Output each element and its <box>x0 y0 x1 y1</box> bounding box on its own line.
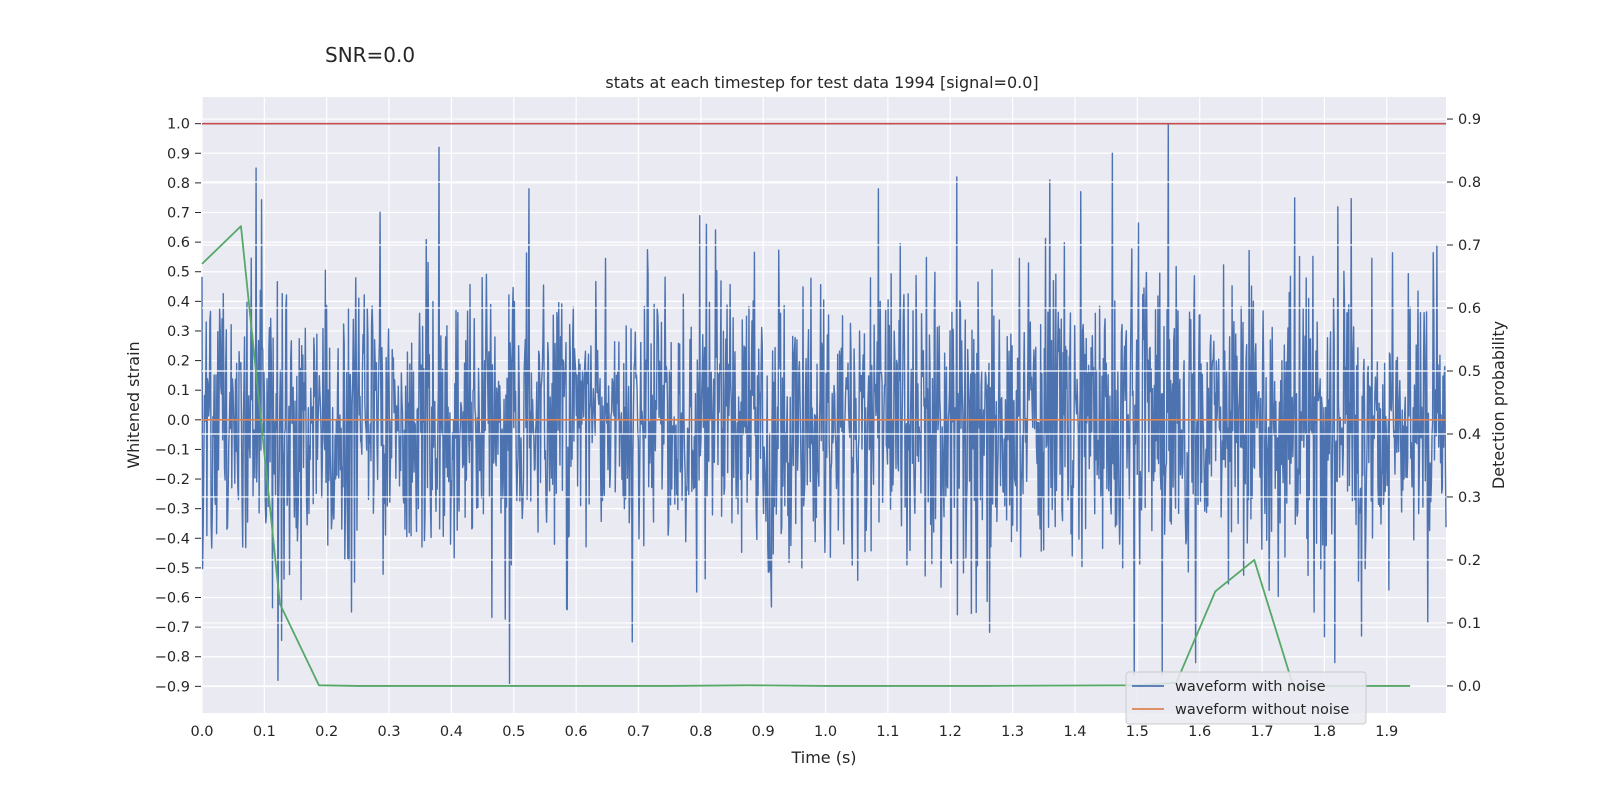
y-tick-label: −0.7 <box>155 620 190 636</box>
x-tick-label: 0.0 <box>190 724 213 740</box>
y2-tick-label: 0.9 <box>1458 112 1481 128</box>
series-layer <box>201 122 1447 685</box>
y2-tick-label: 0.3 <box>1458 490 1481 506</box>
x-tick-label: 0.6 <box>565 724 588 740</box>
legend-label-noise: waveform with noise <box>1175 679 1326 695</box>
y2-tick-label: 0.8 <box>1458 175 1481 191</box>
y-tick-label: −0.8 <box>155 650 190 666</box>
x-tick-label: 0.2 <box>315 724 338 740</box>
x-tick-label: 0.7 <box>627 724 650 740</box>
y2-tick-label: 0.4 <box>1458 427 1481 443</box>
y2-tick-label: 0.1 <box>1458 616 1481 632</box>
x-tick-label: 1.0 <box>814 724 837 740</box>
x-tick-label: 1.3 <box>1001 724 1024 740</box>
y-tick-label: 0.5 <box>167 265 190 281</box>
y-axis-label: Whitened strain <box>124 341 143 468</box>
x-tick-label: 1.5 <box>1126 724 1149 740</box>
x-tick-label: 0.9 <box>752 724 775 740</box>
y2-axis-label: Detection probability <box>1489 321 1508 489</box>
x-tick-label: 0.8 <box>689 724 712 740</box>
y2-tick-label: 0.0 <box>1458 679 1481 695</box>
chart-suptitle: SNR=0.0 <box>325 43 415 67</box>
y2-tick-label: 0.6 <box>1458 301 1481 317</box>
x-tick-label: 0.4 <box>440 724 463 740</box>
series-waveform-with-noise <box>201 122 1447 685</box>
y-tick-label: −0.9 <box>155 679 190 695</box>
y2-tick-labels: 0.9 0.8 0.7 0.6 0.5 0.4 0.3 0.2 0.1 0.0 <box>1447 112 1481 695</box>
x-tick-label: 0.3 <box>378 724 401 740</box>
x-tick-label: 1.2 <box>939 724 962 740</box>
x-tick-label: 1.4 <box>1063 724 1086 740</box>
y-tick-label: −0.3 <box>155 502 190 518</box>
y2-tick-label: 0.5 <box>1458 364 1481 380</box>
x-tick-label: 1.6 <box>1188 724 1211 740</box>
y-tick-label: −0.4 <box>155 531 190 547</box>
y-tick-label: 0.2 <box>167 354 190 370</box>
legend-label-clean: waveform without noise <box>1175 702 1349 718</box>
y-tick-label: 0.1 <box>167 383 190 399</box>
x-tick-label: 0.5 <box>502 724 525 740</box>
x-tick-label: 1.8 <box>1313 724 1336 740</box>
legend-box <box>1125 671 1367 725</box>
y-tick-label: 0.0 <box>167 413 190 429</box>
x-tick-label: 0.1 <box>253 724 276 740</box>
x-tick-label: 1.7 <box>1251 724 1274 740</box>
y-tick-label: 0.8 <box>167 176 190 192</box>
x-tick-label: 1.1 <box>876 724 899 740</box>
legend: waveform with noise waveform without noi… <box>1125 671 1367 725</box>
y-tick-label: 0.9 <box>167 146 190 162</box>
y-tick-label: 0.3 <box>167 324 190 340</box>
y2-tick-label: 0.2 <box>1458 553 1481 569</box>
y-tick-label: 0.4 <box>167 294 190 310</box>
y-tick-label: −0.1 <box>155 442 190 458</box>
x-tick-label: 1.9 <box>1375 724 1398 740</box>
x-axis-label: Time (s) <box>790 748 856 767</box>
y-tick-label: 0.6 <box>167 235 190 251</box>
y-tick-label: −0.6 <box>155 591 190 607</box>
y-tick-label: −0.2 <box>155 472 190 488</box>
y-tick-label: 1.0 <box>167 117 190 133</box>
chart-title: stats at each timestep for test data 199… <box>605 73 1038 92</box>
y-tick-label: 0.7 <box>167 206 190 222</box>
y-tick-label: −0.5 <box>155 561 190 577</box>
y2-tick-label: 0.7 <box>1458 238 1481 254</box>
y-tick-labels: 1.0 0.9 0.8 0.7 0.6 0.5 0.4 0.3 0.2 0.1 0.0 −0.1 −0.… <box>155 117 201 695</box>
x-tick-labels: 0.0 0.1 0.2 0.3 0.4 0.5 0.6 0.7 0.8 0.9 1.0 1.1 1.2 1… <box>190 724 1398 740</box>
